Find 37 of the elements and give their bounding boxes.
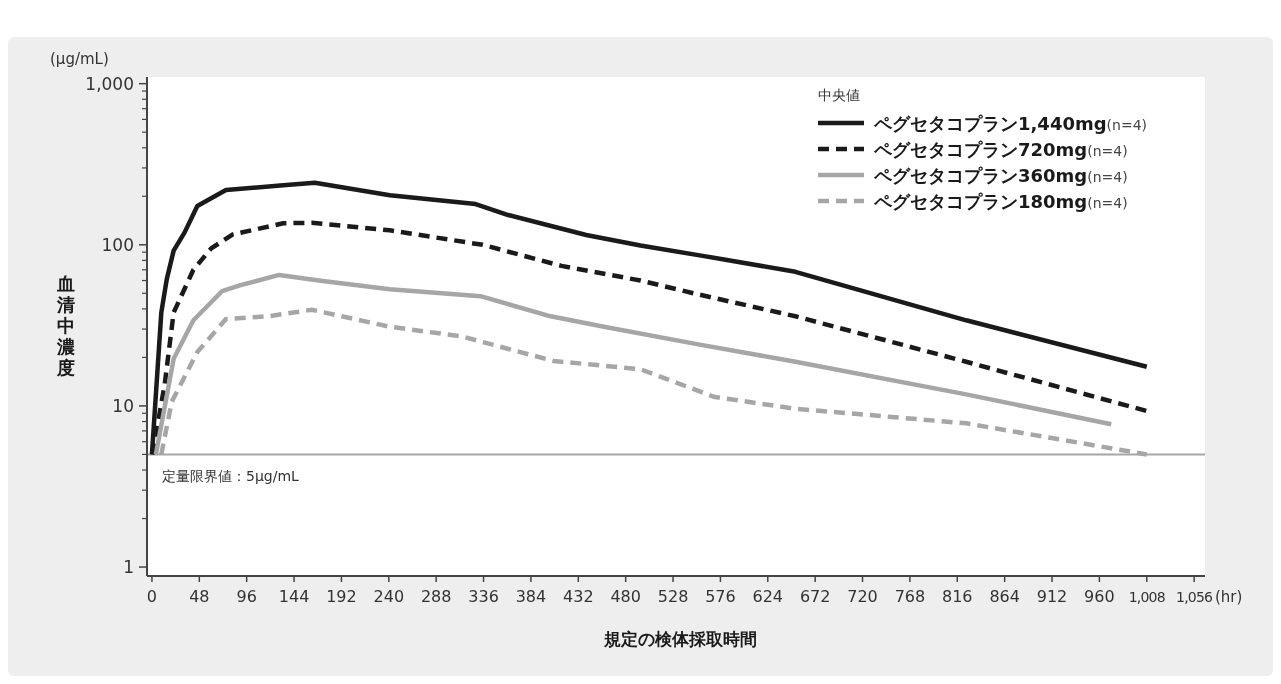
y-tick-label: 1,000 [85, 73, 134, 94]
y-tick-label: 1 [123, 557, 134, 578]
x-tick-label: 912 [1036, 587, 1068, 606]
x-tick-label: 528 [657, 587, 689, 606]
x-tick-label: 624 [752, 587, 784, 606]
y-tick-label: 10 [112, 395, 134, 416]
y-axis-title: 血清中濃度 [56, 273, 75, 378]
x-tick-label: 0 [146, 587, 158, 606]
x-tick-label: 720 [847, 587, 878, 606]
x-tick-label: 576 [705, 587, 736, 606]
y-tick-label: 100 [101, 234, 134, 255]
x-tick-label: 672 [799, 587, 831, 606]
x-tick-label: 816 [942, 587, 973, 606]
x-tick-label: 192 [326, 587, 357, 606]
text: (hr) [1215, 588, 1243, 606]
x-tick-label: 96 [236, 587, 257, 606]
x-tick-label: 288 [420, 587, 452, 606]
legend-label: ペグセタコプラン360mg(n=4) [873, 165, 1128, 186]
x-tick-label: 432 [563, 587, 594, 606]
x-tick-label: 384 [515, 587, 547, 606]
x-tick-label: 1,056 [1176, 589, 1214, 605]
legend-label: ペグセタコプラン720mg(n=4) [873, 139, 1128, 160]
x-tick-label: 768 [894, 587, 926, 606]
legend-label: ペグセタコプラン1,440mg(n=4) [873, 113, 1148, 134]
x-tick-label: 960 [1084, 587, 1115, 606]
x-tick-label: 864 [989, 587, 1020, 606]
x-tick-label: 336 [468, 587, 499, 606]
text: (μg/mL) [50, 50, 109, 68]
x-tick-label: 240 [373, 587, 405, 606]
x-tick-label: 480 [610, 587, 641, 606]
x-tick-label: 144 [278, 587, 310, 606]
x-axis-title: 規定の検体採取時間 [602, 629, 757, 649]
x-tick-label: 1,008 [1128, 589, 1165, 605]
legend-title: 中央値 [818, 87, 860, 103]
ref-line-label: 定量限界値：5μg/mL [162, 468, 300, 485]
legend-label: ペグセタコプラン180mg(n=4) [873, 191, 1128, 212]
x-tick-label: 48 [189, 587, 210, 606]
